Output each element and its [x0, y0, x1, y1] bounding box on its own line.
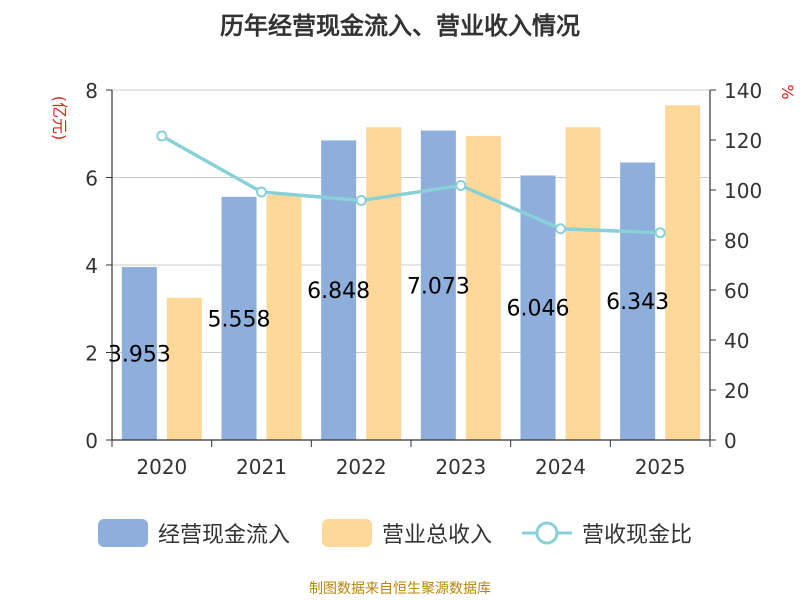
right-axis-title: % [778, 84, 797, 99]
left-tick-label: 8 [85, 79, 98, 103]
data-label: 6.046 [507, 297, 570, 322]
right-tick-label: 60 [724, 279, 749, 303]
data-label: 6.848 [307, 279, 370, 304]
legend: 经营现金流入 营业总收入 营收现金比 [98, 519, 692, 548]
x-tick-label: 2022 [336, 455, 387, 479]
legend-cash-ratio-swatch-marker [535, 521, 559, 545]
data-label: 6.343 [606, 290, 669, 315]
bar-revenue [366, 127, 402, 440]
legend-cash-ratio-label: 营收现金比 [582, 523, 692, 548]
right-tick-label: 80 [724, 229, 749, 253]
left-tick-label: 4 [85, 254, 98, 278]
line-point [355, 195, 367, 206]
bar-cash-inflow [420, 130, 456, 440]
chart-title: 历年经营现金流入、营业收入情况 [220, 12, 580, 40]
left-tick-label: 2 [85, 342, 98, 366]
left-tick-label: 6 [85, 167, 98, 191]
line-series [156, 130, 666, 239]
x-tick-label: 2024 [535, 455, 586, 479]
line-point [654, 227, 666, 239]
bar-cash-inflow [221, 196, 257, 440]
data-labels: 3.953 5.558 6.848 7.073 6.046 6.343 [108, 274, 669, 367]
legend-cash-inflow-label: 经营现金流入 [158, 523, 290, 548]
bar-cash-inflow [321, 140, 357, 440]
bar-marks [121, 105, 701, 441]
right-tick-label: 0 [724, 429, 737, 453]
right-tick-label: 40 [724, 329, 749, 353]
right-tick-label: 120 [724, 129, 762, 153]
line-cash-ratio [160, 134, 661, 235]
legend-revenue-swatch [322, 519, 372, 547]
x-tick-label: 2025 [635, 455, 686, 479]
line-point [156, 130, 168, 142]
bar-revenue [166, 297, 202, 440]
right-tick-label: 100 [724, 179, 762, 203]
x-tick-label: 2023 [435, 455, 486, 479]
line-point [455, 180, 467, 191]
bar-revenue [665, 105, 701, 440]
line-point [256, 186, 267, 198]
source-note: 制图数据来自恒生聚源数据库 [309, 581, 491, 597]
legend-cash-inflow-swatch [98, 519, 148, 547]
left-tick-label: 0 [85, 429, 98, 453]
data-label: 3.953 [108, 343, 171, 368]
data-label: 7.073 [407, 274, 470, 299]
right-tick-label: 140 [724, 79, 762, 103]
legend-revenue-label: 营业总收入 [382, 523, 492, 548]
bar-revenue [266, 195, 302, 440]
left-axis-title: (亿元) [50, 96, 69, 141]
x-tick-label: 2020 [136, 455, 187, 479]
bar-cash-inflow [620, 162, 656, 440]
line-point [555, 223, 566, 235]
bar-revenue [565, 127, 601, 440]
right-tick-label: 20 [724, 379, 749, 403]
x-tick-label: 2021 [236, 455, 287, 479]
bar-cash-inflow [121, 267, 157, 440]
data-label: 5.558 [208, 307, 271, 332]
bar-revenue [465, 135, 501, 440]
